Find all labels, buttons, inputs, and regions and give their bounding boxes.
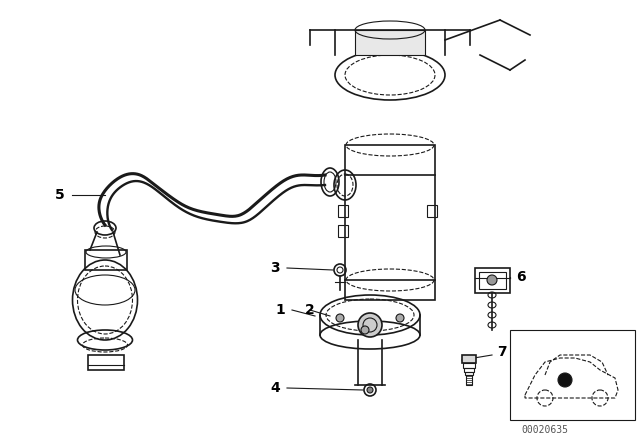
Bar (464, 368, 474, 372)
Bar (475, 268, 510, 293)
Bar (427, 205, 437, 217)
Text: 4: 4 (270, 381, 280, 395)
Text: 00020635: 00020635 (522, 425, 568, 435)
Bar (355, 30, 425, 55)
Text: 2: 2 (305, 303, 315, 317)
Text: 3: 3 (270, 261, 280, 275)
Bar (462, 355, 476, 363)
Bar (338, 205, 348, 217)
Text: 5: 5 (55, 188, 65, 202)
Circle shape (558, 373, 572, 387)
Bar (510, 330, 635, 420)
Bar (479, 272, 506, 289)
Circle shape (361, 326, 369, 334)
Bar (338, 225, 348, 237)
Text: 1: 1 (275, 303, 285, 317)
Bar (463, 363, 475, 368)
Circle shape (367, 387, 373, 393)
Circle shape (358, 313, 382, 337)
Circle shape (336, 314, 344, 322)
Bar (88, 355, 124, 370)
Bar (466, 375, 472, 385)
Circle shape (396, 314, 404, 322)
Bar (85, 250, 127, 270)
Circle shape (487, 275, 497, 285)
Bar (465, 372, 473, 375)
Text: 6: 6 (516, 270, 525, 284)
Text: 7: 7 (497, 345, 507, 359)
Bar (345, 145, 435, 300)
